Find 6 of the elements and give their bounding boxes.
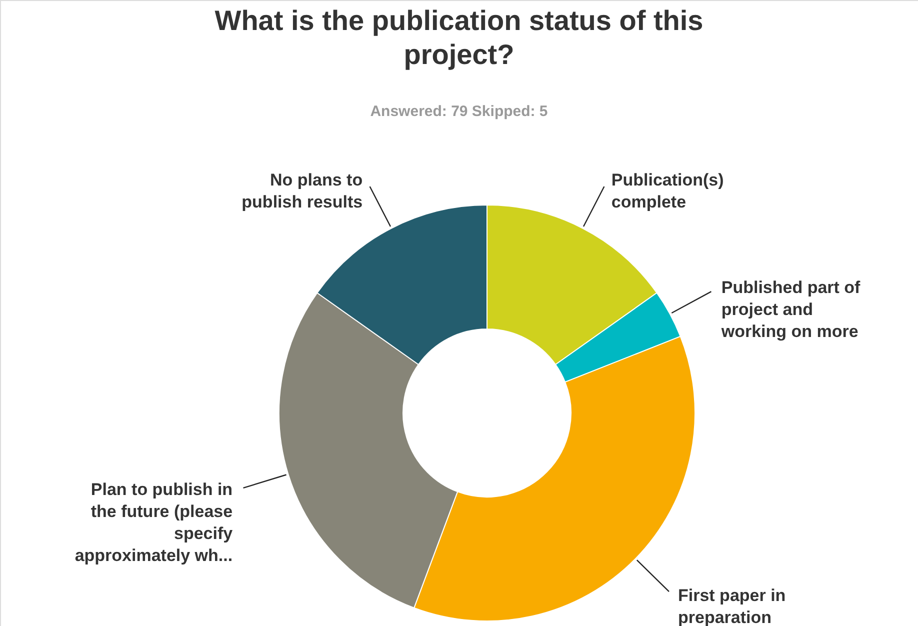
chart-title: What is the publication status of this project? [214, 5, 704, 70]
chart-subtitle: Answered: 79 Skipped: 5 [370, 103, 548, 120]
slice-label: Plan to publish in the future (please specify approximately wh... [74, 480, 234, 566]
slice-label: Publication(s) complete [611, 170, 724, 212]
slice-label: No plans to publish results [242, 170, 363, 212]
slice-label: Published part of project and working on more [720, 278, 861, 342]
